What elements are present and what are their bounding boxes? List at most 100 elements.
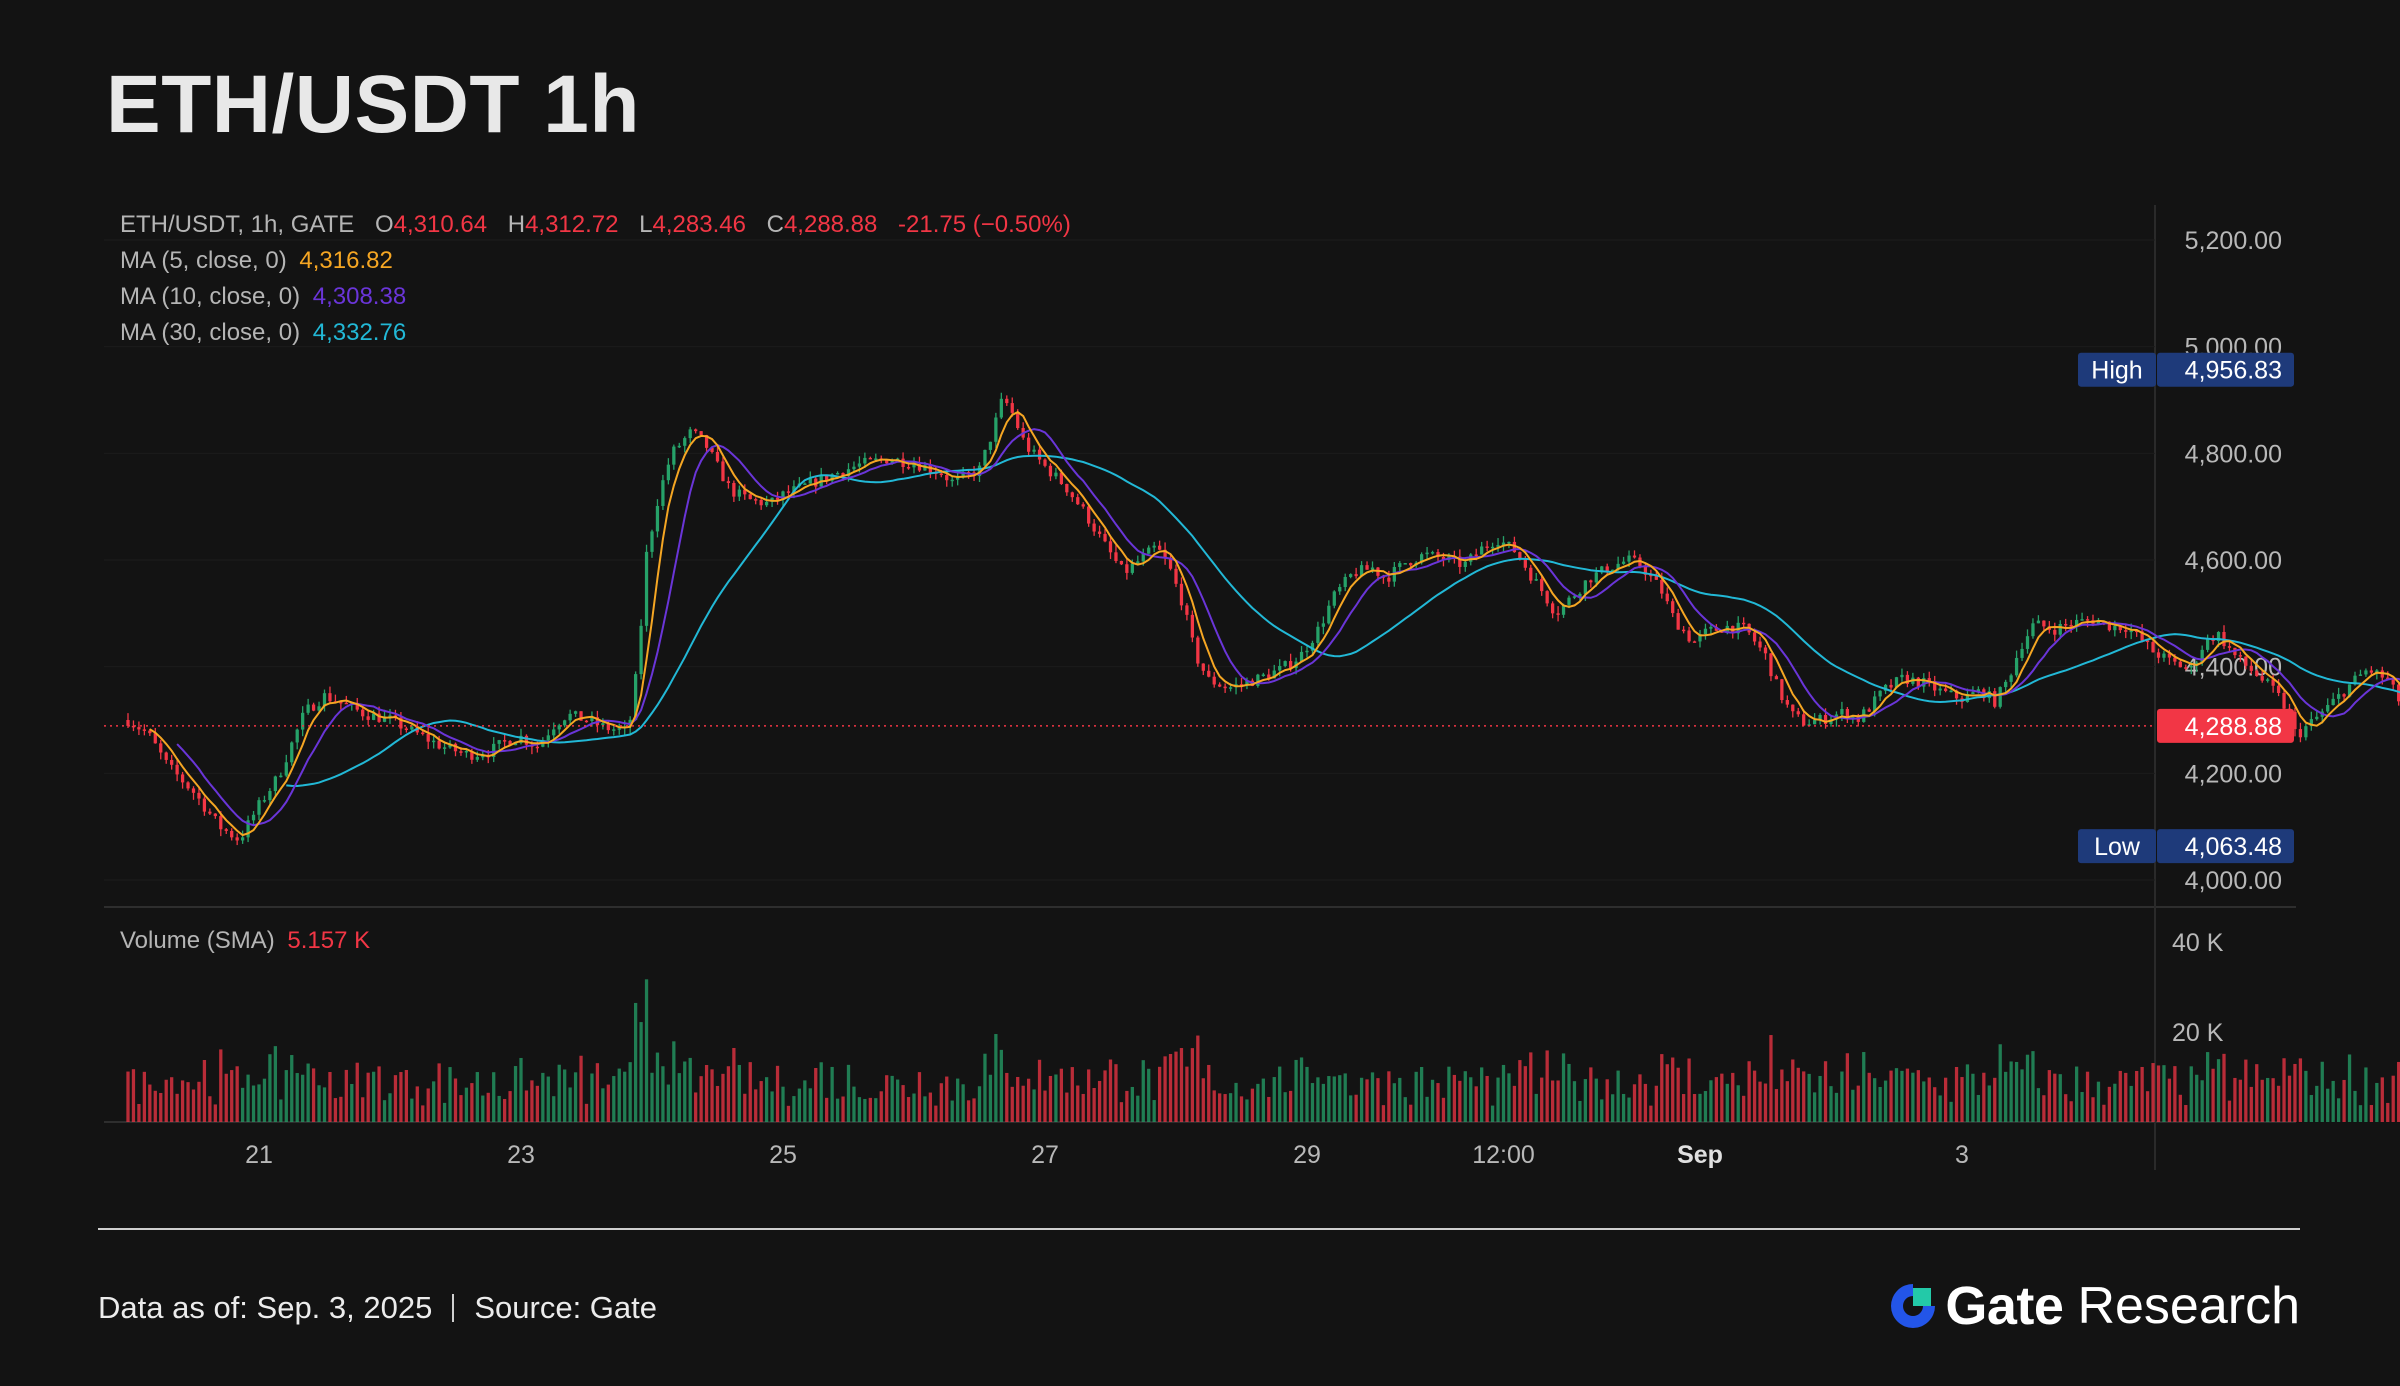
volume-bar xyxy=(546,1076,550,1122)
candle-body xyxy=(1141,553,1145,562)
candle-body xyxy=(1256,674,1260,686)
volume-bar xyxy=(2336,1098,2341,1122)
volume-bar xyxy=(1561,1053,1566,1122)
volume-bar xyxy=(219,1049,223,1122)
volume-bar xyxy=(2347,1054,2352,1122)
volume-bar xyxy=(2320,1061,2324,1122)
volume-bar xyxy=(1076,1085,1080,1122)
volume-bar xyxy=(917,1072,922,1122)
candle-body xyxy=(2140,631,2144,641)
candle-body xyxy=(601,723,605,726)
volume-bar xyxy=(1141,1060,1145,1122)
candle-body xyxy=(1103,533,1107,542)
candle-body xyxy=(1802,714,1806,726)
candle-body xyxy=(1065,484,1069,493)
candle-body xyxy=(1174,568,1178,584)
volume-bar xyxy=(1288,1090,1293,1122)
candle-body xyxy=(1572,596,1577,598)
candle-body xyxy=(666,464,671,481)
candle-body xyxy=(470,750,474,760)
volume-bar xyxy=(1196,1035,1200,1122)
volume-bar xyxy=(666,1084,671,1122)
volume-bar xyxy=(475,1072,479,1122)
candle-body xyxy=(2118,625,2122,631)
candle-body xyxy=(1403,563,1407,565)
candle-body xyxy=(857,463,862,467)
volume-bar xyxy=(142,1071,147,1122)
volume-bar xyxy=(1070,1067,1074,1122)
volume-bar xyxy=(1949,1101,1953,1122)
candle-body xyxy=(1076,497,1080,505)
candle-body xyxy=(1343,576,1347,588)
volume-bar xyxy=(1043,1090,1047,1122)
candle-body xyxy=(633,674,638,720)
volume-bar xyxy=(1834,1092,1839,1122)
candle-body xyxy=(1288,661,1293,669)
candle-body xyxy=(1097,531,1102,534)
volume-bar xyxy=(633,1002,638,1122)
candle-body xyxy=(650,531,654,552)
volume-bar xyxy=(1452,1074,1457,1122)
volume-bar xyxy=(2151,1063,2155,1122)
volume-bar xyxy=(1960,1077,1964,1122)
volume-bar xyxy=(1338,1075,1342,1122)
volume-bar xyxy=(1889,1070,1893,1122)
candle-body xyxy=(2227,646,2232,648)
candle-body xyxy=(1703,628,1708,635)
candle-body xyxy=(1316,626,1320,643)
candle-body xyxy=(2369,670,2374,673)
volume-bar xyxy=(284,1070,288,1122)
volume-bar xyxy=(404,1070,409,1122)
volume-bar xyxy=(262,1078,267,1122)
volume-bar xyxy=(459,1095,463,1122)
candle-body xyxy=(1867,709,1871,712)
volume-bar xyxy=(1845,1053,1850,1122)
volume-bar xyxy=(1512,1085,1517,1122)
low-marker-label-bg xyxy=(2078,829,2156,864)
candle-body xyxy=(1425,552,1429,555)
volume-bar xyxy=(1490,1105,1495,1122)
candle-body xyxy=(841,473,845,477)
high-marker-value-bg xyxy=(2157,352,2294,387)
candle-body xyxy=(2042,620,2046,627)
candle-body xyxy=(743,489,747,495)
candle-body xyxy=(1185,605,1189,615)
volume-bar xyxy=(186,1082,190,1122)
candle-body xyxy=(2298,729,2303,738)
candle-body xyxy=(683,438,687,446)
volume-bar xyxy=(1032,1089,1036,1122)
volume-bar xyxy=(1676,1067,1680,1122)
candle-body xyxy=(1567,597,1571,605)
candle-body xyxy=(1889,684,1893,688)
volume-bar xyxy=(1823,1061,1828,1122)
candle-body xyxy=(1245,680,1249,685)
candle-body xyxy=(1305,650,1309,653)
volume-bar xyxy=(240,1087,245,1122)
candle-body xyxy=(2031,623,2035,637)
volume-bar xyxy=(1081,1093,1085,1122)
volume-bar xyxy=(180,1080,185,1122)
volume-bar xyxy=(371,1071,376,1122)
candle-body xyxy=(1016,412,1020,429)
volume-bar xyxy=(311,1068,316,1122)
volume-bar xyxy=(1267,1096,1271,1122)
candle-body xyxy=(2124,630,2128,632)
volume-bar xyxy=(497,1095,501,1122)
candle-body xyxy=(159,743,163,753)
candle-body xyxy=(448,743,452,748)
volume-bar xyxy=(432,1081,436,1122)
volume-bar xyxy=(2140,1066,2144,1122)
candle-body xyxy=(1387,577,1391,582)
candle-body xyxy=(1654,575,1658,580)
volume-bar xyxy=(1709,1080,1713,1122)
volume-bar xyxy=(295,1073,299,1122)
candle-body xyxy=(1490,546,1495,549)
volume-bar xyxy=(2031,1051,2035,1122)
volume-bar xyxy=(1370,1072,1375,1122)
candle-body xyxy=(322,693,327,707)
volume-bar xyxy=(661,1066,665,1122)
ma10-legend: MA (10, close, 0) 4,308.38 xyxy=(120,283,406,311)
candle-body xyxy=(371,713,376,720)
candle-body xyxy=(1818,714,1822,721)
